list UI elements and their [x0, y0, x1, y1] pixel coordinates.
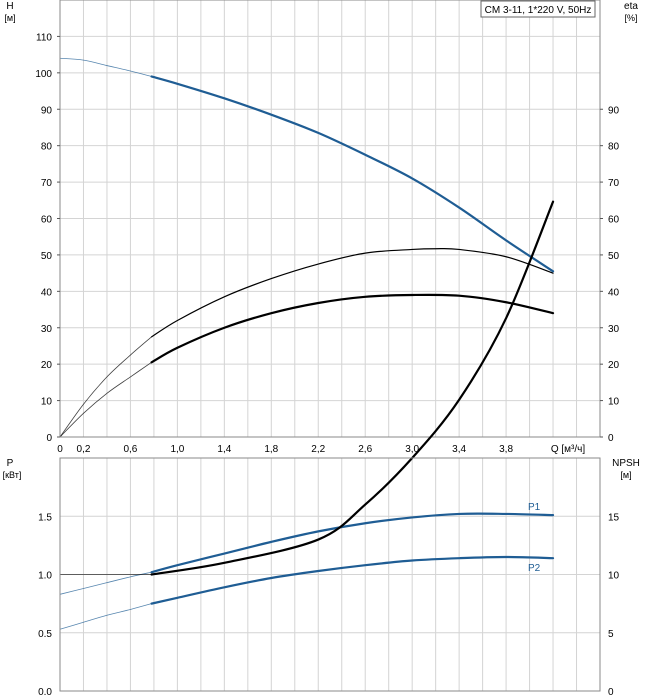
y-tick-label-left: 40 — [41, 287, 53, 298]
curve-head-extrapolated — [59, 57, 152, 77]
curve-eta-thick-extrapolated — [59, 362, 152, 438]
curve-p2-extrapolated — [59, 603, 152, 630]
y-tick-label-left: 80 — [41, 142, 53, 153]
y-tick-label-left: 10 — [41, 397, 53, 408]
series-label-p1: P1 — [528, 502, 541, 513]
bottom-right-axis-label: NPSH — [612, 458, 640, 469]
curve-npsh — [150, 200, 555, 576]
top-right-axis-label: eta — [624, 1, 638, 12]
y-tick-label-right: 30 — [608, 324, 620, 335]
curve-head — [150, 75, 555, 273]
bottom-left-axis-unit: [кВт] — [3, 470, 22, 480]
y-tick-label-right: 15 — [608, 512, 620, 523]
x-tick-label: 3,8 — [499, 444, 513, 455]
bottom-curves — [59, 200, 555, 630]
y-tick-label-left: 20 — [41, 360, 53, 371]
y-tick-label-left: 110 — [36, 32, 52, 43]
y-tick-label-right: 0 — [608, 433, 614, 444]
y-tick-label-left: 0.0 — [38, 687, 52, 698]
y-tick-label-left: 1.5 — [38, 512, 52, 523]
top-right-axis-unit: [%] — [624, 13, 637, 23]
y-tick-label-right: 70 — [608, 178, 620, 189]
bottom-plot-frame — [59, 457, 601, 692]
top-left-axis-label: H — [6, 1, 13, 12]
y-tick-label-right: 20 — [608, 360, 620, 371]
x-tick-label: 3,0 — [405, 444, 419, 455]
y-tick-label-left: 100 — [35, 69, 52, 80]
y-tick-label-right: 40 — [608, 287, 620, 298]
x-axis-label: Q [м³/ч] — [551, 444, 586, 455]
top-curves — [59, 57, 555, 438]
y-tick-label-right: 80 — [608, 142, 620, 153]
x-tick-label: 2,2 — [311, 444, 325, 455]
y-tick-label-right: 10 — [608, 571, 620, 582]
x-tick-label: 2,6 — [358, 444, 372, 455]
y-tick-label-right: 10 — [608, 397, 620, 408]
x-tick-label: 1,8 — [264, 444, 278, 455]
y-tick-label-right: 0 — [608, 687, 614, 698]
x-tick-label: 0,6 — [123, 444, 137, 455]
y-tick-label-left: 70 — [41, 178, 53, 189]
y-tick-label-left: 60 — [41, 215, 53, 226]
top-tick-labels: 0 10 20 30 40 50 60 70 80 90 100 110 0 10 20 30 40 50 60 70… — [35, 32, 619, 455]
curve-eta-thick — [150, 293, 555, 364]
bottom-right-axis-unit: [м] — [620, 470, 631, 480]
bottom-grid — [60, 458, 600, 691]
bottom-left-axis-label: P — [7, 458, 14, 469]
y-tick-label-left: 0 — [46, 433, 52, 444]
top-grid — [60, 0, 600, 437]
y-tick-label-left: 50 — [41, 251, 53, 262]
curve-p1-extrapolated — [59, 571, 152, 595]
curve-p2 — [150, 555, 555, 605]
y-tick-label-left: 0.5 — [38, 629, 52, 640]
y-tick-label-left: 30 — [41, 324, 53, 335]
x-tick-label: 0 — [57, 444, 63, 455]
x-tick-label: 3,4 — [452, 444, 466, 455]
y-tick-label-left: 90 — [41, 105, 53, 116]
chart-title: CM 3-11, 1*220 V, 50Hz — [485, 5, 592, 16]
top-left-axis-unit: [м] — [4, 13, 15, 23]
title-box — [480, 0, 596, 18]
x-tick-label: 0,2 — [77, 444, 91, 455]
curve-p1 — [150, 512, 555, 574]
y-tick-label-right: 5 — [608, 629, 614, 640]
series-label-p2: P2 — [528, 563, 541, 574]
x-tick-label: 1,4 — [217, 444, 231, 455]
bottom-tick-labels: 0.0 0.5 1.0 1.5 0 5 10 15 — [38, 512, 619, 698]
y-tick-label-right: 60 — [608, 215, 620, 226]
y-tick-label-right: 90 — [608, 105, 620, 116]
curve-eta-thin — [150, 247, 554, 338]
curve-eta-thin-extrapolated — [59, 336, 152, 438]
y-tick-label-left: 1.0 — [38, 571, 52, 582]
x-tick-label: 1,0 — [170, 444, 184, 455]
y-tick-label-right: 50 — [608, 251, 620, 262]
